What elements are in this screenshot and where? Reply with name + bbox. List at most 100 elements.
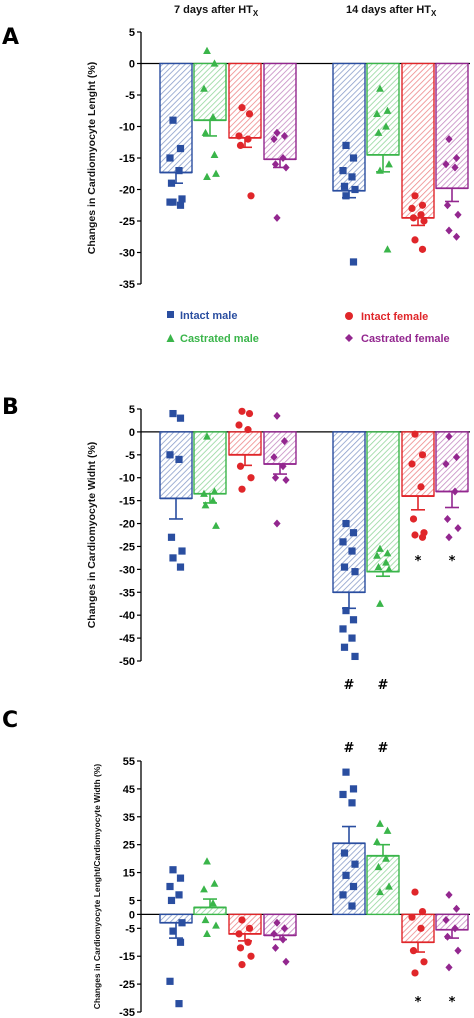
bar-intact-male	[159, 913, 193, 924]
data-point-circle	[411, 888, 419, 896]
y-tick-label: -20	[119, 185, 135, 197]
data-point-square	[349, 258, 358, 266]
panel-letter-b: B	[2, 395, 19, 420]
bar-castrated-female	[263, 62, 297, 160]
bar-castrated-female	[263, 913, 297, 937]
bar-intact-male	[159, 431, 193, 500]
bar-castrated-male	[193, 431, 227, 495]
y-tick-label: -20	[119, 519, 135, 531]
significance-hash: #	[344, 678, 355, 693]
data-point-diamond	[271, 473, 280, 482]
data-point-circle	[238, 407, 246, 415]
data-point-square	[169, 409, 177, 418]
legend-triangle-marker	[166, 334, 175, 342]
data-point-square	[342, 519, 350, 528]
data-point-square	[166, 882, 174, 891]
y-tick-label: -35	[119, 587, 135, 599]
data-point-square	[339, 790, 347, 799]
y-tick-label: 45	[123, 784, 135, 796]
data-point-diamond	[451, 487, 459, 496]
data-point-triangle	[210, 879, 219, 887]
data-point-square	[342, 141, 350, 149]
data-point-triangle	[210, 59, 219, 67]
y-tick-label: 5	[129, 27, 135, 39]
data-point-diamond	[273, 128, 281, 137]
data-point-diamond	[273, 918, 281, 927]
data-point-square	[178, 919, 186, 927]
data-point-square	[348, 173, 356, 181]
data-point-diamond	[452, 232, 461, 241]
y-tick-label: 0	[129, 427, 135, 439]
y-tick-label: -15	[119, 951, 135, 963]
y-tick-label: -35	[119, 1007, 135, 1018]
data-point-square	[176, 144, 185, 153]
data-point-triangle	[383, 106, 392, 114]
data-point-triangle	[383, 549, 392, 557]
data-point-triangle	[376, 166, 384, 174]
data-point-square	[340, 563, 349, 571]
significance-hash: #	[378, 741, 389, 756]
legend-label-castrated-female: Castrated female	[361, 333, 450, 345]
data-point-triangle	[203, 172, 211, 180]
data-point-diamond	[443, 932, 452, 941]
data-point-triangle	[209, 899, 217, 907]
data-point-triangle	[374, 128, 383, 136]
data-point-square	[175, 891, 183, 899]
data-point-diamond	[279, 935, 287, 944]
data-point-diamond	[445, 432, 453, 441]
data-point-triangle	[203, 432, 211, 440]
data-point-square	[166, 154, 174, 162]
data-point-square	[176, 563, 185, 571]
data-point-triangle	[209, 496, 217, 504]
data-point-diamond	[451, 163, 459, 172]
data-point-diamond	[451, 924, 459, 933]
data-point-triangle	[376, 887, 384, 896]
data-point-square	[175, 1000, 183, 1008]
bar-castrated-female	[435, 913, 469, 931]
data-point-square	[169, 116, 177, 124]
data-point-diamond	[443, 514, 452, 523]
y-tick-label: -40	[119, 610, 135, 622]
data-point-circle	[418, 908, 427, 916]
data-point-circle	[420, 217, 428, 225]
data-point-circle	[411, 192, 419, 200]
data-point-triangle	[373, 551, 381, 559]
bar-intact-female	[228, 431, 262, 456]
data-point-circle	[420, 958, 428, 966]
significance-asterisk: *	[415, 995, 422, 1010]
y-tick-label: -15	[119, 496, 135, 508]
y-tick-label: -25	[119, 541, 135, 553]
bar-castrated-male	[366, 62, 400, 156]
data-point-square	[176, 414, 185, 422]
y-tick-label: 5	[129, 895, 135, 907]
data-point-triangle	[203, 929, 211, 938]
data-point-triangle	[374, 862, 383, 871]
data-point-diamond	[282, 163, 290, 172]
data-point-square	[342, 192, 350, 200]
data-point-triangle	[210, 487, 219, 495]
data-point-square	[175, 455, 183, 463]
significance-asterisk: *	[449, 995, 456, 1010]
data-point-square	[167, 896, 176, 905]
data-point-circle	[417, 483, 425, 491]
panel-letter-c: C	[2, 708, 18, 733]
data-point-triangle	[374, 562, 383, 571]
data-point-circle	[236, 141, 245, 149]
data-point-circle	[408, 460, 416, 468]
data-point-triangle	[212, 521, 220, 529]
data-point-triangle	[200, 885, 208, 893]
data-point-diamond	[282, 957, 290, 966]
data-point-circle	[245, 409, 254, 418]
data-point-triangle	[376, 84, 384, 92]
data-point-square	[340, 849, 349, 857]
bar-intact-female	[228, 62, 262, 139]
y-tick-label: -30	[119, 564, 135, 576]
data-point-square	[348, 799, 356, 807]
data-point-square	[349, 785, 358, 793]
data-point-diamond	[279, 154, 287, 162]
data-point-circle	[247, 952, 255, 960]
data-point-circle	[408, 913, 416, 921]
y-tick-label: 5	[129, 404, 135, 416]
data-point-triangle	[382, 854, 390, 862]
data-point-square	[349, 154, 358, 162]
